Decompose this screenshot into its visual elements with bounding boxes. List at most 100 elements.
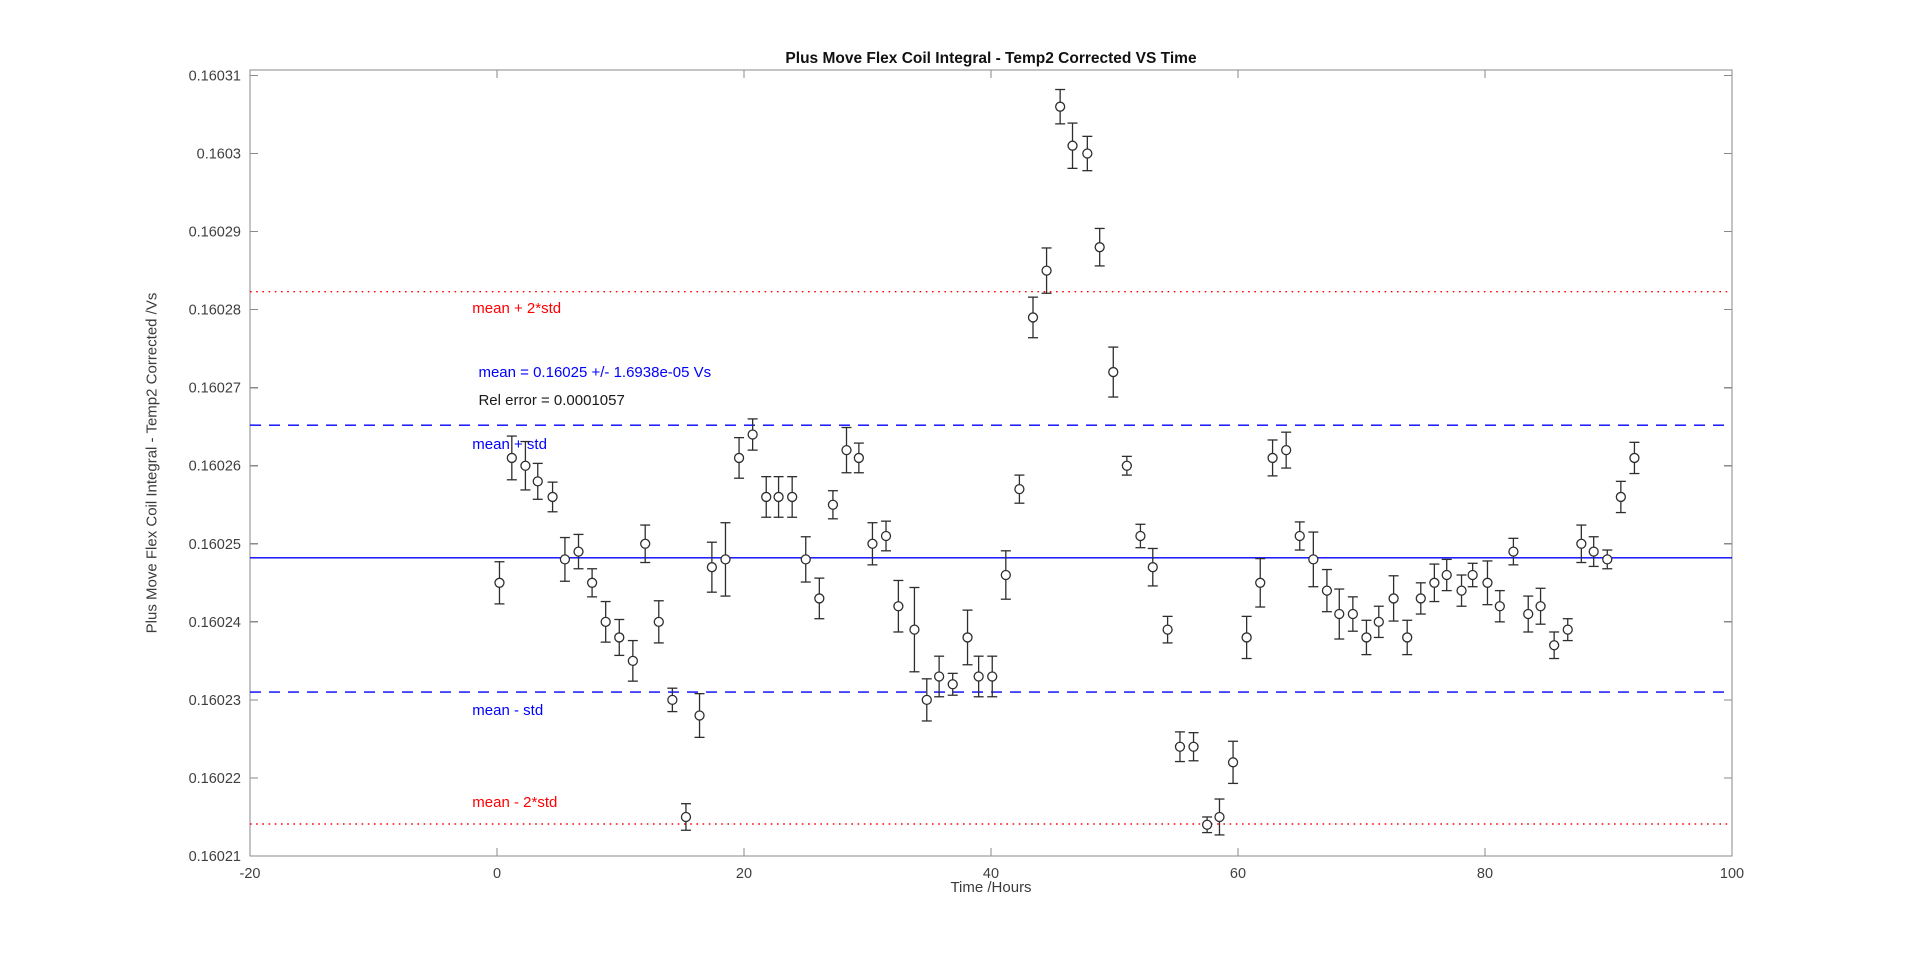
data-point <box>1281 431 1292 469</box>
annotation-label-mean-minus-2std: mean - 2*std <box>472 794 557 811</box>
data-point <box>1576 524 1587 564</box>
data-point <box>733 436 745 479</box>
data-point <box>800 536 811 583</box>
data-point <box>841 426 852 474</box>
data-point <box>787 476 798 518</box>
data-point <box>1214 798 1225 836</box>
data-point <box>1629 441 1640 475</box>
data-point <box>653 600 664 644</box>
data-point <box>1255 557 1266 608</box>
data-point <box>1467 562 1478 588</box>
data-point <box>827 490 839 520</box>
svg-text:40: 40 <box>983 866 999 882</box>
annotation-label-mean-minus-std: mean - std <box>472 702 543 719</box>
data-point <box>1135 523 1146 549</box>
y-axis-label: Plus Move Flex Coil Integral - Temp2 Cor… <box>143 292 161 634</box>
data-point <box>747 418 758 451</box>
svg-text:-20: -20 <box>240 866 261 882</box>
annotation-label-mean-plus-std: mean + std <box>472 436 547 453</box>
data-point <box>814 577 825 620</box>
svg-text:0: 0 <box>493 866 501 882</box>
data-point <box>1055 88 1066 125</box>
data-point <box>1602 549 1613 570</box>
svg-text:0.16026: 0.16026 <box>189 459 241 475</box>
x-tick-labels: -20 0 20 40 60 80 100 <box>240 866 1745 882</box>
data-point <box>1108 346 1119 398</box>
data-point <box>1549 631 1560 660</box>
data-point <box>680 803 692 831</box>
data-point <box>1308 531 1319 588</box>
data-point <box>1508 537 1519 566</box>
data-point <box>1388 575 1399 622</box>
svg-text:0.16024: 0.16024 <box>189 615 241 631</box>
svg-text:0.1603: 0.1603 <box>197 147 241 163</box>
data-point <box>1482 560 1493 606</box>
data-point <box>909 586 920 673</box>
data-point <box>520 440 531 491</box>
data-point <box>893 579 904 633</box>
data-point <box>773 476 784 518</box>
data-point <box>1321 568 1333 613</box>
data-point <box>494 561 505 605</box>
axis-ticks <box>249 70 1733 857</box>
data-point <box>1121 455 1132 476</box>
data-point <box>867 522 878 566</box>
data-point <box>962 609 973 666</box>
svg-text:0.16031: 0.16031 <box>189 68 241 84</box>
svg-text:0.16029: 0.16029 <box>189 225 241 241</box>
data-series <box>494 88 1640 836</box>
data-point <box>720 522 731 597</box>
data-point <box>1429 563 1440 603</box>
svg-text:0.16021: 0.16021 <box>189 849 241 865</box>
svg-text:60: 60 <box>1230 866 1246 882</box>
data-point <box>1201 816 1213 834</box>
data-point <box>694 692 705 739</box>
data-point <box>1334 588 1345 640</box>
svg-text:0.16027: 0.16027 <box>189 381 241 397</box>
data-point <box>761 476 772 518</box>
data-point <box>1267 439 1278 477</box>
data-point <box>1041 247 1052 294</box>
data-point <box>1082 135 1093 172</box>
data-point <box>640 524 651 564</box>
data-point <box>1347 596 1359 632</box>
data-point <box>559 536 571 582</box>
svg-text:0.16022: 0.16022 <box>189 771 241 787</box>
data-point <box>933 655 945 698</box>
svg-text:20: 20 <box>736 866 752 882</box>
data-point <box>1067 122 1078 169</box>
data-point <box>1162 615 1173 644</box>
data-point <box>853 442 865 474</box>
svg-text:100: 100 <box>1720 866 1744 882</box>
svg-text:0.16023: 0.16023 <box>189 693 241 709</box>
data-point <box>1241 615 1252 660</box>
data-point <box>627 639 638 682</box>
data-point <box>1402 619 1413 656</box>
data-point <box>586 568 598 598</box>
data-point <box>614 618 625 657</box>
data-point <box>947 672 958 696</box>
svg-text:0.16028: 0.16028 <box>189 303 241 319</box>
chart-title: Plus Move Flex Coil Integral - Temp2 Cor… <box>785 50 1197 67</box>
annotation-label-mean-plus-2std: mean + 2*std <box>472 300 561 317</box>
data-point <box>1615 480 1626 514</box>
data-point <box>921 678 932 722</box>
data-point <box>506 435 517 481</box>
data-point <box>1094 227 1105 267</box>
data-point <box>600 600 611 643</box>
data-point <box>706 541 718 593</box>
x-axis-label: Time /Hours <box>950 879 1032 896</box>
svg-text:80: 80 <box>1477 866 1493 882</box>
data-point <box>1147 547 1158 587</box>
data-point <box>1027 296 1039 339</box>
data-point <box>1014 474 1025 504</box>
y-tick-labels: 0.16021 0.16022 0.16023 0.16024 0.16025 0.160… <box>189 68 241 865</box>
data-point <box>1415 582 1426 615</box>
data-point <box>1456 574 1467 607</box>
data-point <box>532 462 543 500</box>
data-point <box>1188 732 1199 762</box>
data-point <box>1373 605 1384 639</box>
svg-text:0.16025: 0.16025 <box>189 537 241 553</box>
